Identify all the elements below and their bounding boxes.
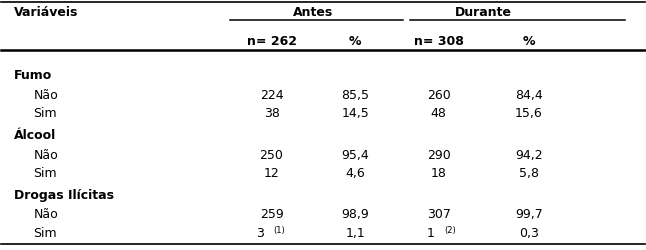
Text: 1,1: 1,1 (345, 226, 365, 239)
Text: n= 262: n= 262 (247, 34, 297, 47)
Text: 15,6: 15,6 (515, 107, 543, 120)
Text: 99,7: 99,7 (515, 208, 543, 220)
Text: 94,2: 94,2 (515, 148, 543, 161)
Text: Antes: Antes (293, 6, 333, 19)
Text: Durante: Durante (455, 6, 512, 19)
Text: 1: 1 (427, 226, 435, 239)
Text: Sim: Sim (34, 226, 57, 239)
Text: Não: Não (34, 208, 58, 220)
Text: Drogas Ilícitas: Drogas Ilícitas (14, 188, 114, 201)
Text: 0,3: 0,3 (519, 226, 539, 239)
Text: Variáveis: Variáveis (14, 6, 79, 19)
Text: %: % (349, 34, 361, 47)
Text: Sim: Sim (34, 166, 57, 179)
Text: 5,8: 5,8 (519, 166, 539, 179)
Text: 224: 224 (260, 89, 284, 102)
Text: 98,9: 98,9 (341, 208, 369, 220)
Text: 95,4: 95,4 (341, 148, 369, 161)
Text: 85,5: 85,5 (341, 89, 369, 102)
Text: Não: Não (34, 89, 58, 102)
Text: 18: 18 (431, 166, 447, 179)
Text: Não: Não (34, 148, 58, 161)
Text: Álcool: Álcool (14, 128, 56, 141)
Text: n= 308: n= 308 (414, 34, 464, 47)
Text: 250: 250 (260, 148, 284, 161)
Text: 38: 38 (264, 107, 280, 120)
Text: %: % (523, 34, 535, 47)
Text: Fumo: Fumo (14, 69, 52, 82)
Text: 3: 3 (256, 226, 264, 239)
Text: 14,5: 14,5 (341, 107, 369, 120)
Text: (1): (1) (273, 225, 286, 234)
Text: 4,6: 4,6 (345, 166, 365, 179)
Text: 259: 259 (260, 208, 284, 220)
Text: 84,4: 84,4 (515, 89, 543, 102)
Text: 48: 48 (431, 107, 447, 120)
Text: 290: 290 (427, 148, 451, 161)
Text: Sim: Sim (34, 107, 57, 120)
Text: 12: 12 (264, 166, 280, 179)
Text: 260: 260 (427, 89, 451, 102)
Text: (2): (2) (444, 225, 455, 234)
Text: 307: 307 (427, 208, 451, 220)
